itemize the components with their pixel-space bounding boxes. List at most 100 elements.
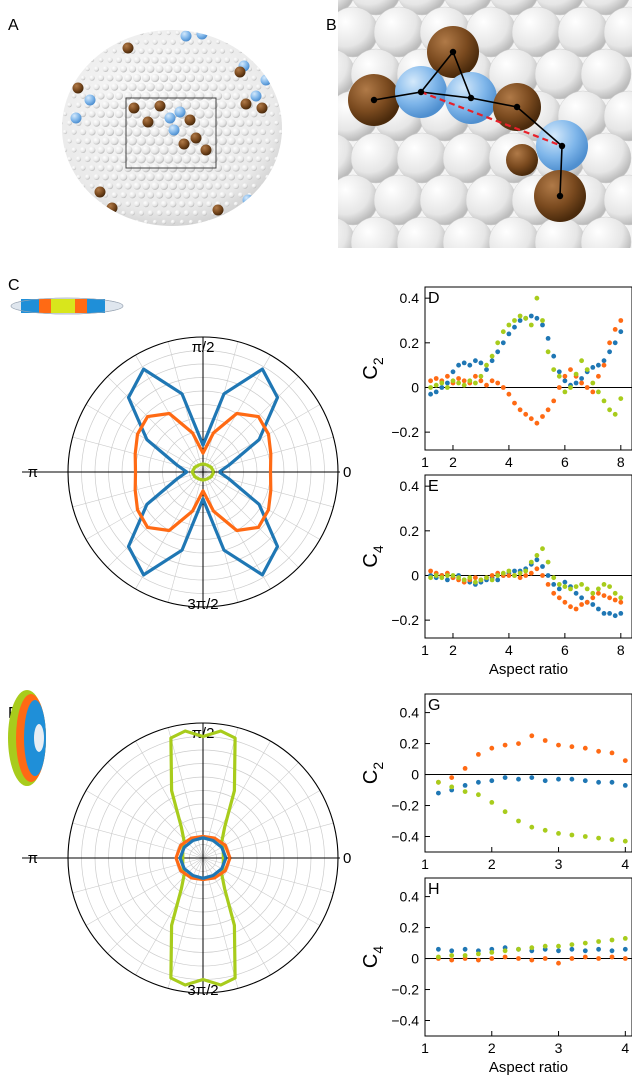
lattice-bead bbox=[259, 128, 267, 136]
y-axis-label: C4 bbox=[360, 545, 386, 567]
lattice-bead bbox=[232, 92, 240, 100]
polar-series-blue bbox=[178, 836, 228, 880]
lattice-bead bbox=[233, 57, 239, 63]
lattice-bead bbox=[173, 172, 182, 182]
lattice-bead bbox=[92, 137, 101, 145]
lattice-bead bbox=[231, 109, 241, 119]
lattice-bead bbox=[159, 181, 169, 191]
data-point-orange bbox=[476, 957, 481, 963]
polar-label-bottom: 3π/2 bbox=[187, 982, 218, 999]
lattice-bead bbox=[163, 154, 174, 164]
lattice-bead bbox=[157, 30, 162, 36]
lattice-bead bbox=[168, 91, 178, 101]
scatter-chart-e: 0.4 0.2 0 −0.21 2 4 6 8 C4 E Aspect ratio bbox=[360, 474, 632, 678]
lattice-bead bbox=[269, 129, 275, 135]
lattice-bead bbox=[603, 174, 632, 226]
lattice-bead bbox=[62, 120, 63, 126]
data-point-orange bbox=[517, 407, 523, 413]
data-point-green bbox=[484, 362, 489, 368]
lattice-bead bbox=[241, 146, 249, 154]
data-point-green bbox=[517, 570, 523, 576]
data-point-green bbox=[579, 358, 584, 364]
lattice-bead bbox=[206, 219, 212, 225]
data-point-green bbox=[582, 940, 588, 946]
lattice-bead bbox=[274, 138, 279, 144]
data-point-orange bbox=[612, 327, 618, 332]
polar-grid-spoke bbox=[167, 341, 204, 473]
lattice-bead bbox=[256, 174, 261, 180]
lattice-bead bbox=[183, 47, 190, 55]
y-tick-label: 0.4 bbox=[400, 889, 420, 905]
data-point-orange bbox=[445, 373, 450, 379]
lattice-bead bbox=[177, 127, 187, 137]
data-point-blue bbox=[582, 948, 588, 954]
data-point-green bbox=[540, 546, 545, 552]
lattice-bead bbox=[192, 47, 199, 55]
lattice-bead bbox=[191, 172, 200, 182]
lattice-bead bbox=[213, 127, 223, 137]
data-point-orange bbox=[569, 956, 575, 961]
data-point-orange bbox=[500, 385, 506, 390]
lattice-bead bbox=[111, 192, 118, 198]
y-axis-label: C2 bbox=[360, 762, 386, 784]
lattice-bead bbox=[278, 111, 282, 117]
lattice-bead bbox=[264, 120, 271, 126]
lattice-bead bbox=[603, 6, 632, 58]
lattice-bead bbox=[110, 136, 119, 146]
data-point-green bbox=[489, 950, 495, 955]
lattice-bead bbox=[105, 109, 115, 119]
lattice-bead bbox=[119, 173, 128, 181]
lattice-bead bbox=[170, 219, 176, 225]
bead-blue bbox=[164, 112, 176, 124]
lattice-bead bbox=[338, 218, 356, 248]
data-point-green bbox=[556, 943, 561, 949]
lattice-bead bbox=[80, 93, 86, 99]
lattice-bead bbox=[155, 191, 164, 199]
lattice-bead bbox=[204, 109, 214, 119]
polar-series-green bbox=[190, 462, 216, 482]
lattice-bead bbox=[580, 48, 632, 100]
data-point-orange bbox=[556, 960, 561, 966]
ellipsoid-outline bbox=[10, 297, 124, 315]
lattice-bead bbox=[148, 30, 153, 36]
data-point-blue bbox=[516, 776, 521, 782]
data-point-orange bbox=[562, 373, 568, 379]
data-point-green bbox=[540, 318, 545, 323]
data-point-orange bbox=[489, 378, 495, 384]
lattice-bead bbox=[67, 102, 72, 108]
polar-label-right: 0 bbox=[343, 464, 351, 481]
lattice-bead bbox=[150, 109, 160, 119]
lattice-bead bbox=[115, 164, 123, 172]
lattice-bead bbox=[133, 56, 141, 64]
lattice-bead bbox=[179, 219, 185, 225]
lattice-bead bbox=[121, 210, 126, 216]
bead-brown bbox=[256, 102, 268, 114]
y-tick-label: 0.4 bbox=[400, 478, 420, 494]
lattice-bead bbox=[115, 182, 123, 190]
data-point-blue bbox=[506, 331, 512, 337]
lattice-bead bbox=[110, 155, 119, 163]
data-point-orange bbox=[596, 590, 601, 596]
data-point-blue bbox=[607, 611, 612, 616]
lattice-bead bbox=[196, 182, 204, 190]
ellipsoid-band bbox=[75, 299, 87, 313]
data-point-orange bbox=[579, 380, 584, 386]
lattice-bead bbox=[170, 39, 176, 45]
data-point-green bbox=[462, 953, 468, 958]
x-tick-label: 2 bbox=[488, 856, 496, 872]
lattice-bead bbox=[209, 100, 218, 110]
bead-brown bbox=[72, 82, 84, 94]
data-point-orange bbox=[568, 604, 573, 610]
lattice-bead bbox=[260, 165, 266, 171]
lattice-bead bbox=[128, 154, 137, 164]
data-point-green bbox=[582, 834, 588, 839]
lattice-bead bbox=[232, 146, 240, 154]
lattice-bead bbox=[141, 109, 151, 119]
polar-series-blue bbox=[126, 367, 280, 577]
lattice-bead bbox=[67, 138, 72, 144]
bead-blue bbox=[196, 30, 208, 40]
lattice-bead bbox=[71, 93, 77, 99]
data-point-green bbox=[502, 809, 508, 815]
lattice-bead bbox=[159, 145, 169, 155]
